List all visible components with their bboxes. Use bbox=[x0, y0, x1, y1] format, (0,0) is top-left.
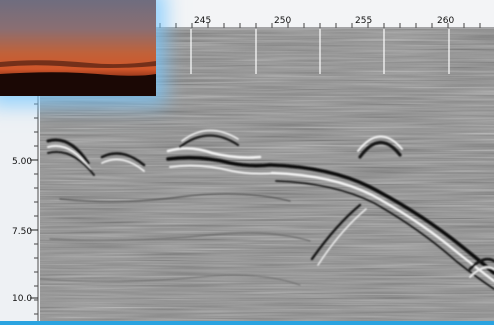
reflector-right-hump-white bbox=[357, 135, 403, 152]
reflector-left-black-2 bbox=[47, 151, 95, 176]
distance-minor-ticks bbox=[159, 23, 481, 28]
reflector-center-black bbox=[166, 155, 272, 168]
reflector-upper-hump bbox=[178, 134, 240, 149]
reflector-faint-1 bbox=[59, 193, 291, 203]
reflector-small-1 bbox=[100, 152, 146, 167]
distance-tick-label-260: 260 bbox=[437, 16, 454, 26]
distance-tick-label-255: 255 bbox=[355, 16, 372, 26]
reflector-faint-3 bbox=[40, 274, 301, 286]
reflector-center-white bbox=[166, 147, 262, 159]
depth-tick-label-10: 10.0 bbox=[12, 294, 32, 304]
reflector-diagonal-black-2 bbox=[275, 180, 494, 290]
depth-tick-label-5: 5.00 bbox=[12, 157, 32, 167]
reflector-diagonal-black bbox=[268, 163, 494, 275]
reflector-upper-hump-white bbox=[181, 129, 239, 142]
reflector-faint-2 bbox=[49, 232, 311, 242]
reflector-center-white-2 bbox=[169, 164, 277, 175]
depth-tick-label-7-5: 7.50 bbox=[12, 227, 32, 237]
thumbnail-cloud-2 bbox=[0, 72, 156, 96]
reflector-small-1-white bbox=[101, 158, 145, 172]
distance-tick-label-250: 250 bbox=[274, 16, 291, 26]
reflector-lower-limb-white bbox=[317, 208, 367, 266]
distance-ruler-svg: 245 250 255 260 bbox=[0, 16, 494, 29]
reflections bbox=[40, 129, 494, 290]
distance-tick-label-245: 245 bbox=[194, 16, 211, 26]
sunset-thumbnail-image[interactable] bbox=[0, 0, 156, 96]
reflector-left-white bbox=[47, 145, 91, 170]
thumbnail-cloud-1 bbox=[0, 60, 156, 68]
reflector-far-right-white bbox=[469, 266, 494, 278]
reflector-far-right-black bbox=[468, 257, 494, 271]
reflector-right-hump-black bbox=[358, 140, 402, 159]
reflector-left-black bbox=[46, 138, 90, 165]
reflector-diagonal-white bbox=[270, 171, 494, 283]
sunset-thumbnail-svg bbox=[0, 0, 156, 96]
reflector-lower-limb-black bbox=[310, 203, 362, 261]
depth-scale-svg: 5.00 7.50 10.0 bbox=[12, 95, 39, 321]
depth-minor-ticks bbox=[34, 103, 38, 315]
